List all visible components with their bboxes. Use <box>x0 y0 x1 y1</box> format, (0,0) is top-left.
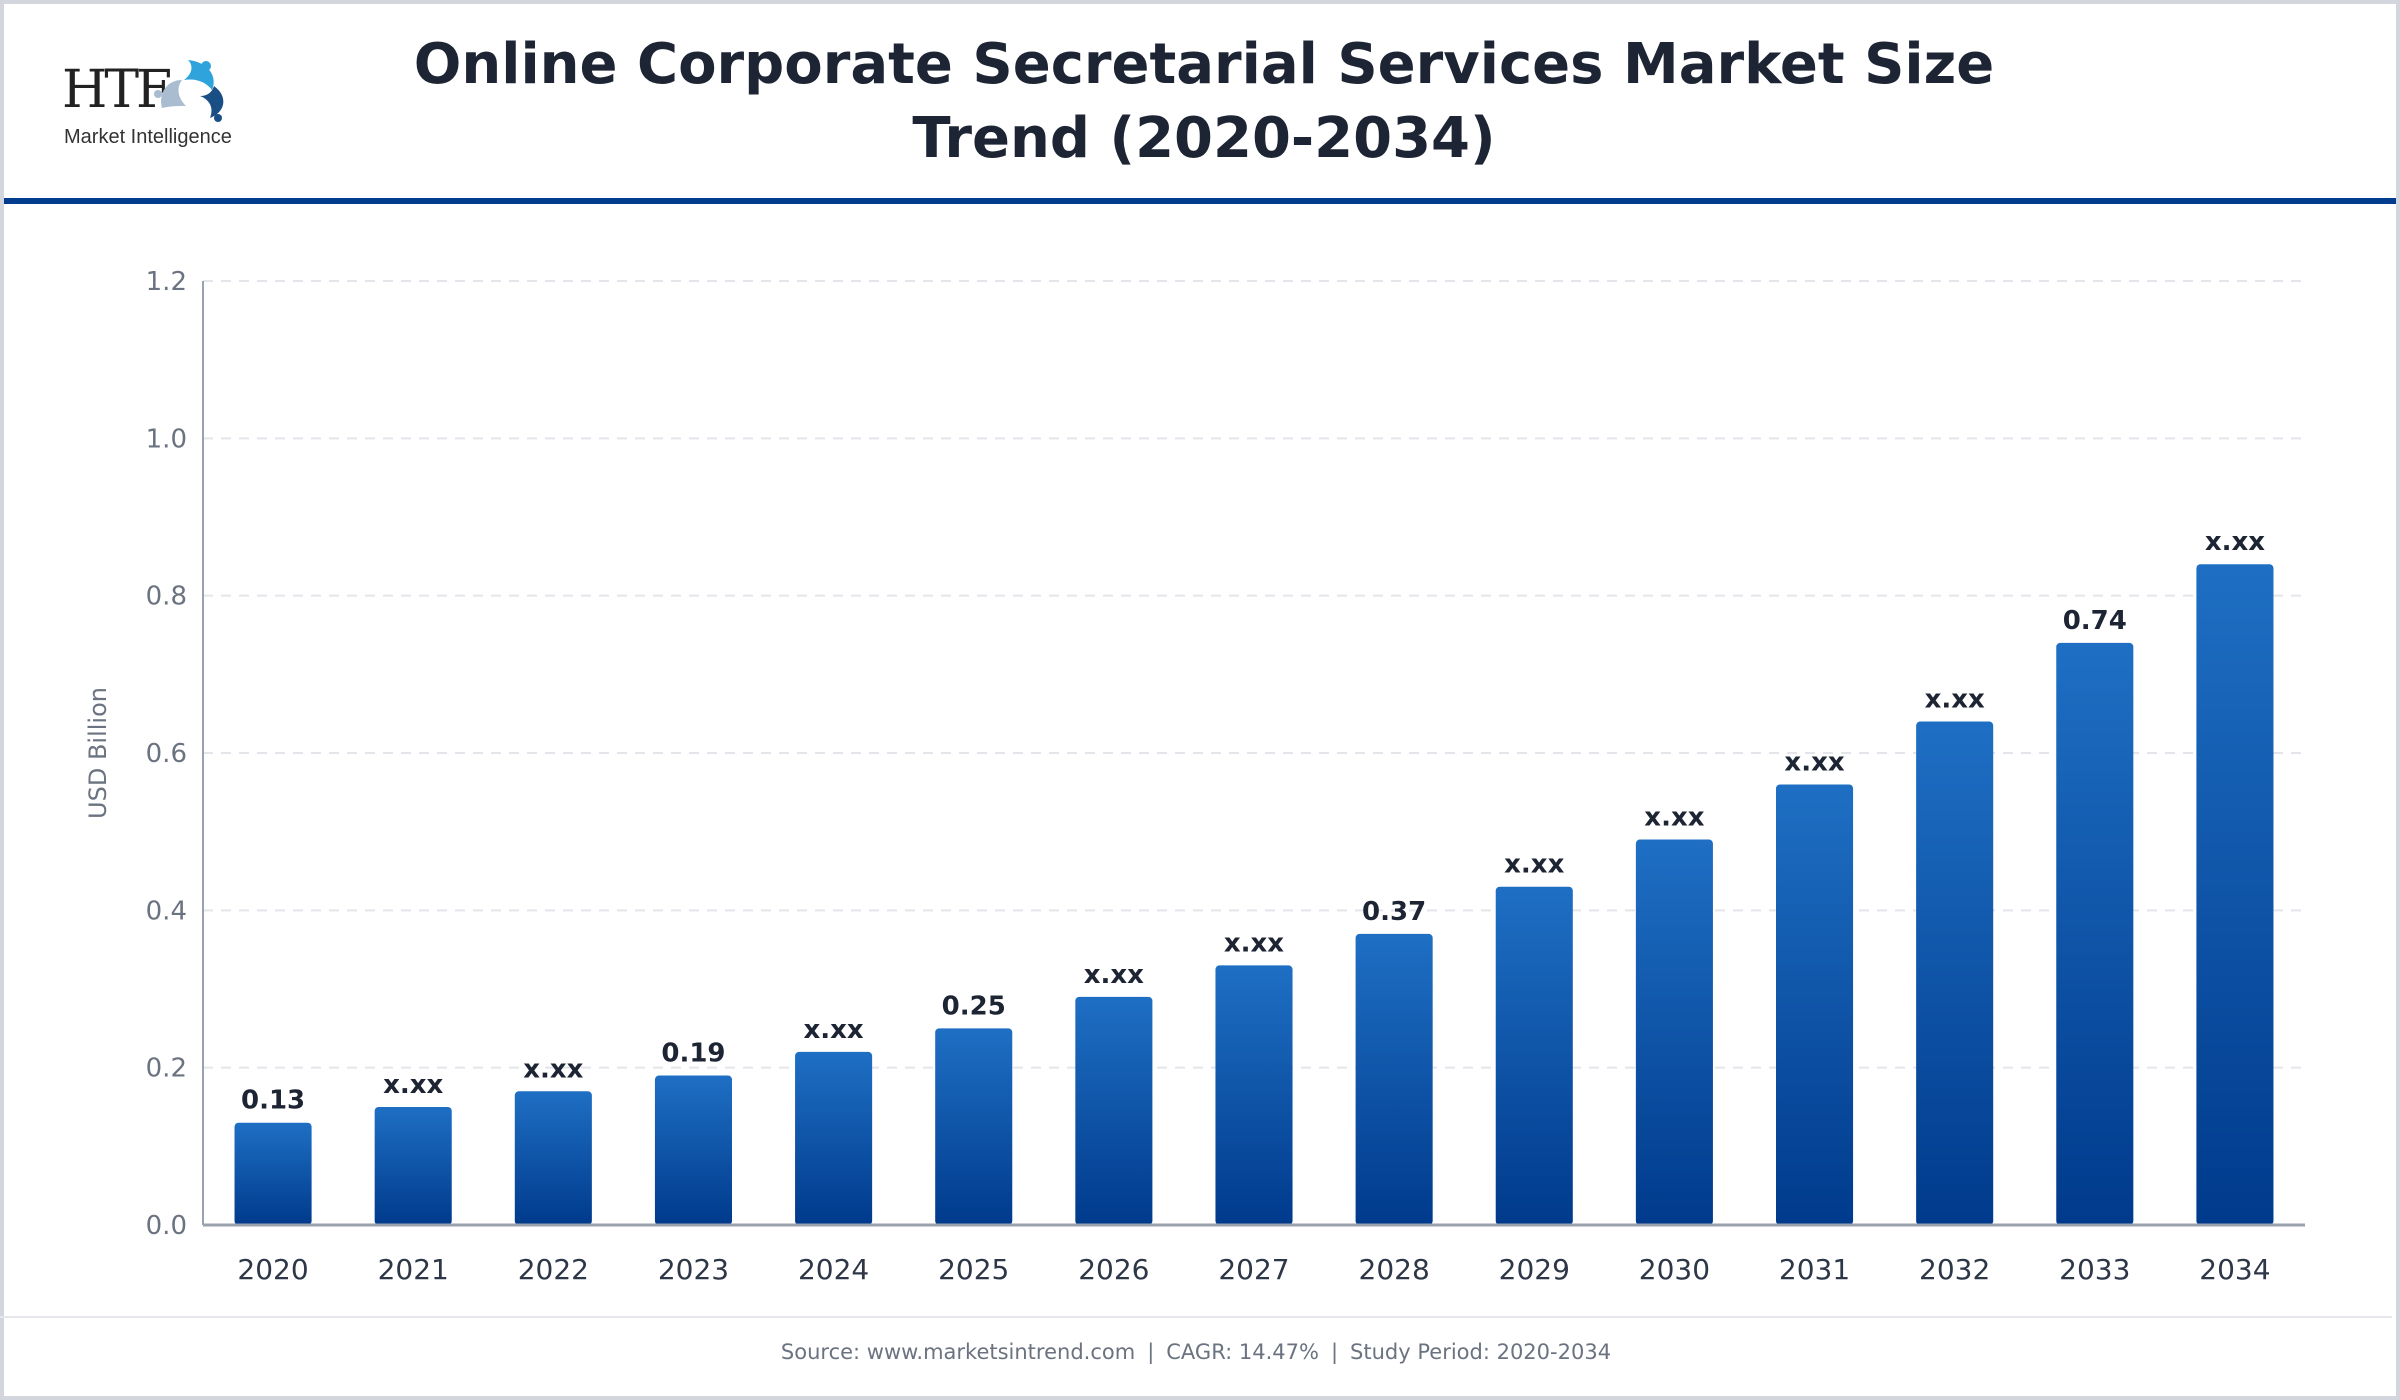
bar-2032 <box>1916 721 1994 1225</box>
bar-2028 <box>1355 933 1433 1225</box>
bar-data-label: x.xx <box>2205 527 2265 557</box>
bars <box>234 564 2274 1225</box>
bar-2024 <box>795 1051 873 1225</box>
bar-2027 <box>1215 965 1293 1225</box>
bar-2026 <box>1075 996 1153 1225</box>
bar-data-label: 0.74 <box>2063 606 2127 636</box>
bar-data-labels: 0.13 x.xx x.xx 0.19 x.xx 0.25 x.xx x.xx 0.37 x.xx… <box>241 527 2265 1116</box>
x-tick-label: 2022 <box>518 1253 589 1286</box>
chart-title: Online Corporate Secretarial Services Ma… <box>304 28 2104 176</box>
footer-separator: | <box>1147 1340 1155 1364</box>
y-axis-title: USD Billion <box>84 687 112 819</box>
y-tick-label: 0.4 <box>146 896 187 926</box>
footer-cagr: CAGR: 14.47% <box>1166 1340 1319 1364</box>
footer-source: Source: www.marketsintrend.com <box>780 1340 1136 1364</box>
bar-data-label: x.xx <box>383 1070 443 1100</box>
bar-2034 <box>2196 564 2274 1225</box>
footer-separator: | <box>1330 1340 1339 1364</box>
footer: Source: www.marketsintrend.com | CAGR: 14.… <box>0 1340 2392 1364</box>
bar-2030 <box>1635 839 1713 1225</box>
x-tick-label: 2021 <box>378 1253 449 1286</box>
bar-data-label: x.xx <box>803 1015 863 1045</box>
y-tick-label: 0.0 <box>146 1211 187 1241</box>
x-tick-label: 2033 <box>2059 1253 2130 1286</box>
x-tick-label: 2029 <box>1499 1253 1570 1286</box>
x-tick-label: 2030 <box>1639 1253 1710 1286</box>
bar-2020 <box>234 1122 312 1225</box>
title-line-1: Online Corporate Secretarial Services Ma… <box>413 32 1995 97</box>
bar-data-label: x.xx <box>1784 747 1844 777</box>
footer-study-period: Study Period: 2020-2034 <box>1350 1340 1612 1364</box>
bar-data-label: 0.25 <box>942 991 1006 1021</box>
x-tick-label: 2027 <box>1218 1253 1289 1286</box>
y-tick-label: 1.0 <box>146 424 187 454</box>
y-tick-label: 0.6 <box>146 739 187 769</box>
y-tick-label: 0.8 <box>146 582 187 612</box>
bar-data-label: 0.37 <box>1362 897 1426 927</box>
bar-data-label: x.xx <box>1084 960 1144 990</box>
logo-swirl-icon <box>154 60 224 122</box>
logo-subtext: Market Intelligence <box>64 126 232 148</box>
logo-text: HTF <box>62 60 172 120</box>
header-divider <box>4 198 2396 204</box>
bar-2025 <box>935 1028 1013 1225</box>
bar-2033 <box>2056 642 2134 1225</box>
x-tick-label: 2031 <box>1779 1253 1850 1286</box>
bar-data-label: 0.13 <box>241 1086 305 1116</box>
x-tick-label: 2025 <box>938 1253 1009 1286</box>
bar-data-label: x.xx <box>1925 685 1985 715</box>
x-tick-label: 2023 <box>658 1253 729 1286</box>
x-tick-label: 2020 <box>237 1253 308 1286</box>
y-tick-label: 0.2 <box>146 1054 187 1084</box>
x-tick-label: 2026 <box>1078 1253 1149 1286</box>
x-tick-label: 2032 <box>1919 1253 1990 1286</box>
bar-2022 <box>514 1091 592 1225</box>
bar-2023 <box>654 1075 733 1225</box>
x-axis-labels: 2020 2021 2022 2023 2024 2025 2026 2027 2028 2029… <box>237 1253 2270 1286</box>
bar-data-label: x.xx <box>523 1054 583 1084</box>
y-tick-label: 1.2 <box>146 267 187 297</box>
x-tick-label: 2028 <box>1359 1253 1430 1286</box>
htf-logo: HTF Market Intelligence <box>62 56 242 156</box>
bar-2029 <box>1495 886 1573 1225</box>
title-line-2: Trend (2020-2034) <box>912 106 1496 171</box>
bar-data-label: x.xx <box>1224 928 1284 958</box>
bar-data-label: x.xx <box>1644 803 1704 833</box>
bar-2031 <box>1775 784 1854 1225</box>
bar-data-label: 0.19 <box>661 1039 725 1069</box>
bar-2021 <box>374 1107 452 1225</box>
bar-data-label: x.xx <box>1504 850 1564 880</box>
x-tick-label: 2024 <box>798 1253 869 1286</box>
y-axis-ticks: 0.0 0.2 0.4 0.6 0.8 1.0 1.2 <box>146 267 187 1241</box>
x-tick-label: 2034 <box>2199 1253 2270 1286</box>
footer-divider <box>0 1316 2392 1318</box>
